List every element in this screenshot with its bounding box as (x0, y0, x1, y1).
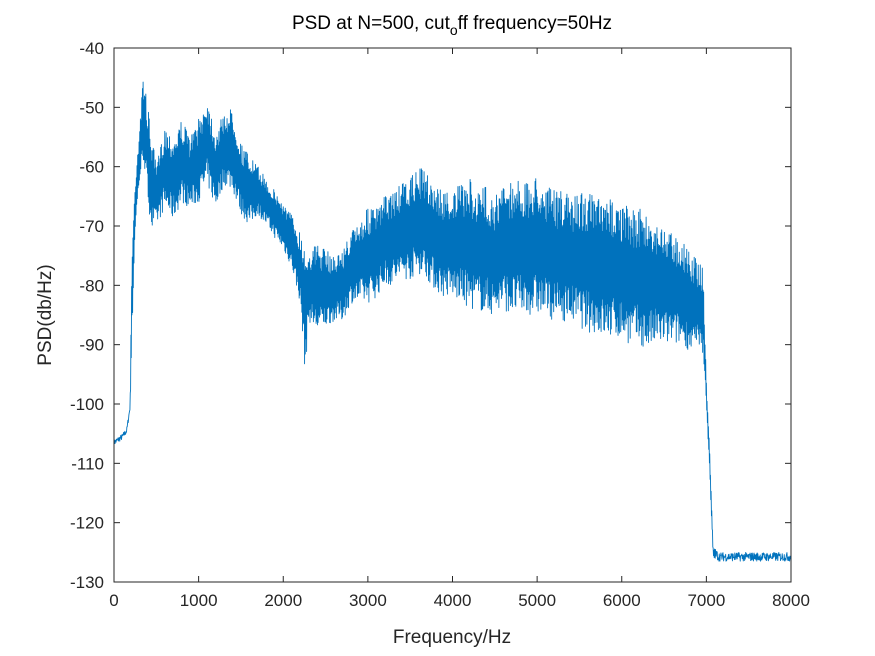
y-axis-label: PSD(db/Hz) (35, 264, 56, 365)
x-tick-label: 0 (109, 591, 118, 610)
y-tick-label: -60 (79, 158, 104, 177)
title-subscript: o (450, 22, 458, 38)
x-tick-label: 3000 (349, 591, 387, 610)
y-tick-label: -70 (79, 217, 104, 236)
y-tick-label: -80 (79, 276, 104, 295)
x-tick-label: 4000 (434, 591, 472, 610)
x-tick-label: 7000 (687, 591, 725, 610)
x-tick-label: 5000 (518, 591, 556, 610)
y-tick-label: -100 (70, 395, 104, 414)
x-tick-label: 6000 (603, 591, 641, 610)
y-tick-label: -50 (79, 98, 104, 117)
x-tick-label: 1000 (180, 591, 218, 610)
y-tick-label: -110 (71, 454, 104, 473)
psd-series-line (113, 81, 792, 562)
data-layer (113, 81, 792, 562)
x-tick-label: 8000 (772, 591, 810, 610)
y-tick-label: -40 (79, 39, 104, 58)
title-main: PSD at N=500, cut (292, 13, 451, 34)
y-tick-label: -90 (79, 336, 104, 355)
x-axis-label: Frequency/Hz (393, 627, 511, 648)
title-tail: ff frequency=50Hz (458, 13, 612, 34)
x-tick-label: 2000 (264, 591, 302, 610)
tick-layer: 0 1000 2000 3000 4000 5000 6000 7000 8000 -40 -50 -… (70, 39, 810, 610)
y-tick-label: -130 (70, 573, 104, 592)
y-tick-label: -120 (70, 514, 104, 533)
chart-title: PSD at N=500, cutoff frequency=50Hz (292, 13, 612, 38)
